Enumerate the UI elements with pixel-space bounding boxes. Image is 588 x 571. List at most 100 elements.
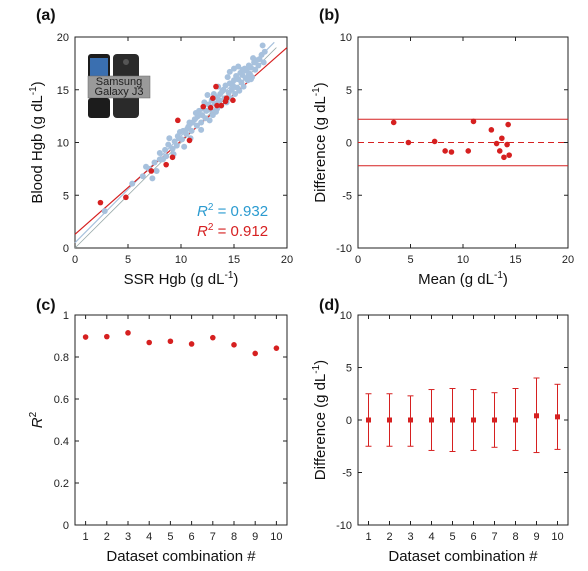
x-tick-label: 0 [355, 254, 361, 266]
phone-front-lower [88, 98, 110, 118]
data-point [149, 175, 156, 182]
data-point [123, 194, 129, 201]
x-tick-label: 9 [252, 531, 258, 543]
data-point [184, 125, 191, 132]
data-point [216, 97, 223, 104]
data-point [219, 87, 226, 94]
data-point [260, 59, 267, 66]
data-point [210, 334, 216, 341]
x-tick-label: 1 [365, 531, 371, 543]
data-point [259, 42, 266, 49]
data-point [493, 140, 500, 147]
data-point [179, 136, 186, 143]
data-point [555, 414, 560, 420]
data-point [405, 139, 412, 146]
data-point [465, 148, 472, 154]
y-tick-label: 20 [57, 32, 69, 44]
x-tick-label: 6 [189, 531, 195, 543]
data-point [151, 159, 158, 166]
x-tick-label: 6 [470, 531, 476, 543]
y-tick-label: 0 [63, 520, 69, 532]
panel-label: (d) [319, 297, 339, 314]
panel-b: (b) 0 5 10 15 20 -10 -5 0 5 10 Mean (g dL-1) Differe… [311, 7, 574, 288]
x-tick-label: 0 [72, 254, 78, 266]
y-tick-label: -10 [336, 520, 352, 532]
y-ticks: -10 -5 0 5 10 [336, 32, 568, 255]
data-point [169, 145, 176, 152]
data-point [232, 90, 239, 97]
x-tick-label: 4 [146, 531, 152, 543]
x-axis-label: Mean (g dL-1) [418, 270, 508, 288]
data-point [226, 68, 233, 75]
data-point [390, 119, 397, 126]
y-tick-label: 10 [340, 32, 352, 44]
data-point [213, 83, 219, 90]
data-point [431, 138, 438, 145]
y-axis-label: R2 [28, 411, 46, 428]
data-point [231, 342, 237, 348]
data-point [183, 131, 190, 138]
panel-label: (a) [36, 7, 56, 24]
x-tick-label: 5 [449, 531, 455, 543]
x-ticks: 1 2 3 4 5 6 7 8 9 10 [83, 315, 283, 543]
x-ticks: 0 5 10 15 20 [355, 37, 574, 266]
data-point [163, 153, 170, 160]
data-point [186, 137, 193, 144]
data-point [125, 330, 131, 336]
y-tick-label: 10 [340, 310, 352, 322]
x-tick-label: 10 [457, 254, 469, 266]
data-point [101, 208, 108, 215]
data-point [230, 97, 236, 104]
photo-caption-box [87, 75, 151, 99]
data-point [450, 417, 455, 423]
data-point [207, 104, 214, 111]
x-tick-label: 20 [281, 254, 293, 266]
blue-series [101, 42, 268, 215]
y-tick-label: 0.4 [54, 436, 69, 448]
data-point [442, 148, 448, 154]
data-point [156, 150, 163, 157]
r2-annotation: R2 = 0.912 [197, 222, 268, 240]
x-axis-label: Dataset combination # [388, 548, 538, 565]
data-point [204, 92, 211, 99]
x-tick-label: 10 [551, 531, 563, 543]
red-series [365, 377, 561, 454]
y-tick-label: 15 [57, 85, 69, 97]
y-ticks: 0 0.2 0.4 0.6 0.8 1 [54, 310, 287, 532]
y-tick-label: 10 [57, 138, 69, 150]
x-tick-label: 10 [270, 531, 282, 543]
data-point [148, 168, 155, 174]
x-tick-label: 7 [491, 531, 497, 543]
y-ticks: 0 5 10 15 20 [57, 32, 287, 255]
x-tick-label: 1 [83, 531, 89, 543]
data-point [255, 62, 262, 69]
data-point [175, 117, 181, 124]
data-point [139, 173, 146, 180]
data-point [236, 87, 243, 94]
data-point [198, 126, 205, 133]
data-point [229, 82, 236, 89]
data-point [129, 180, 136, 187]
y-tick-label: 0 [346, 415, 352, 427]
data-point [104, 333, 110, 340]
data-point [505, 121, 511, 128]
panel-a: (a) 0 5 10 15 20 0 5 10 15 20 SSR Hgb (g dL-1) Blood… [28, 7, 293, 288]
y-tick-label: 0.2 [54, 478, 69, 490]
x-tick-label: 8 [512, 531, 518, 543]
data-point [366, 417, 371, 423]
photo-caption-line1: Samsung [96, 76, 142, 88]
data-point [198, 119, 205, 126]
data-point [492, 417, 497, 423]
camera-icon [123, 59, 129, 65]
y-tick-label: 0.6 [54, 394, 69, 406]
x-ticks: 1 2 3 4 5 6 7 8 9 10 [365, 315, 564, 543]
y-tick-label: 5 [346, 363, 352, 375]
panel-label: (b) [319, 7, 339, 24]
data-point [261, 48, 268, 55]
data-point [193, 122, 200, 129]
x-tick-label: 7 [210, 531, 216, 543]
data-point [534, 413, 539, 419]
data-point [214, 102, 220, 109]
